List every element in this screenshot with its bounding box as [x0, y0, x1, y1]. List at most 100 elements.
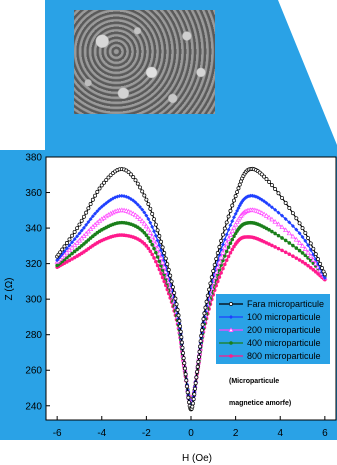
data-point [130, 211, 136, 216]
data-point [178, 329, 183, 334]
y-tick-label: 340 [25, 224, 42, 235]
y-tick-label: 380 [25, 153, 42, 164]
data-point [294, 227, 299, 232]
data-point [133, 178, 138, 183]
data-point [303, 238, 308, 243]
data-point [223, 254, 227, 258]
data-point [140, 207, 145, 212]
data-point [153, 241, 159, 247]
legend-marker [229, 302, 233, 306]
data-point [183, 372, 188, 377]
data-point [222, 237, 227, 242]
x-tick-label: 0 [188, 428, 194, 439]
data-point [86, 206, 91, 211]
data-point [186, 395, 191, 400]
data-point [140, 189, 145, 194]
data-point [224, 232, 229, 237]
data-point [146, 202, 151, 206]
x-tick-label: 4 [277, 428, 283, 439]
data-point [283, 250, 288, 255]
data-point [126, 170, 131, 175]
data-point [205, 293, 210, 298]
data-point [233, 221, 239, 227]
data-point [217, 245, 222, 249]
data-point [297, 221, 302, 226]
data-point [261, 211, 267, 217]
data-point [308, 265, 313, 270]
data-point [177, 318, 182, 323]
data-point [77, 222, 82, 227]
data-point [221, 266, 225, 271]
data-point [219, 238, 224, 243]
data-point [58, 254, 63, 259]
data-point [106, 175, 111, 180]
data-point [171, 285, 175, 290]
data-point [203, 305, 208, 310]
data-point [133, 200, 138, 205]
data-point [220, 249, 226, 255]
data-point [306, 236, 311, 241]
data-point [191, 401, 195, 406]
data-point [287, 241, 292, 245]
data-point [222, 245, 228, 250]
data-point [212, 262, 217, 267]
data-point [79, 235, 85, 241]
data-point [230, 203, 235, 208]
data-point [201, 317, 206, 321]
data-point [88, 226, 94, 232]
data-point [230, 247, 235, 252]
x-tick-label: -2 [142, 428, 151, 439]
data-point [303, 230, 308, 235]
data-point [287, 252, 292, 257]
legend-label: 200 microparticule [247, 325, 321, 335]
data-point [150, 211, 155, 216]
data-point [99, 204, 104, 209]
data-point [283, 216, 288, 221]
data-point [93, 211, 98, 216]
data-point [209, 275, 214, 280]
data-point [183, 366, 187, 371]
data-point [64, 241, 69, 245]
legend-marker [229, 354, 233, 358]
data-point [97, 186, 102, 191]
data-point [293, 236, 299, 242]
data-point [224, 258, 229, 263]
data-point [138, 204, 143, 209]
data-point [131, 198, 136, 203]
data-point [231, 215, 236, 220]
data-point [269, 216, 275, 222]
data-point [236, 186, 241, 191]
data-point [81, 233, 87, 239]
data-point [231, 224, 237, 230]
data-point [193, 381, 198, 386]
data-point [155, 238, 160, 243]
data-point [199, 328, 204, 333]
data-point [306, 263, 310, 268]
data-point [252, 194, 257, 199]
data-point [311, 268, 316, 272]
data-point [294, 216, 299, 221]
data-point [302, 246, 308, 251]
data-point [152, 246, 156, 251]
data-point [276, 191, 281, 196]
data-point [262, 199, 267, 204]
data-point [279, 224, 285, 230]
data-point [102, 202, 106, 207]
data-point [117, 194, 122, 199]
legend-marker [229, 315, 233, 319]
data-point [145, 226, 151, 232]
data-point [283, 200, 288, 205]
data-point [308, 253, 314, 259]
data-point [192, 392, 197, 397]
data-point [227, 232, 234, 237]
data-point [153, 233, 158, 238]
data-point [300, 234, 305, 239]
y-tick-label: 240 [25, 401, 42, 412]
data-point [223, 262, 227, 267]
data-point [84, 210, 89, 215]
data-point [228, 223, 233, 228]
data-point [179, 335, 184, 340]
data-point [237, 182, 242, 187]
data-point [128, 209, 134, 215]
data-point [291, 254, 295, 258]
